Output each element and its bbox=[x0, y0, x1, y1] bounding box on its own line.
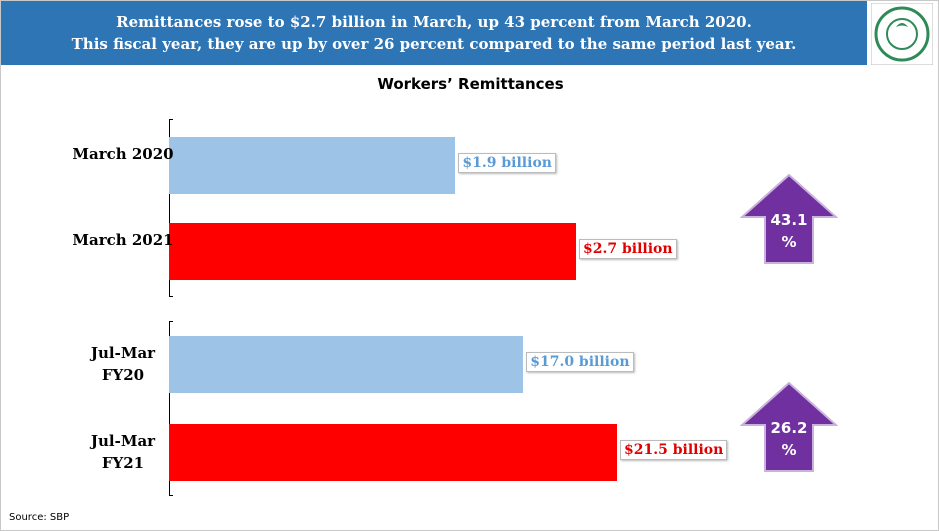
bar bbox=[169, 336, 524, 393]
value-label: $1.9 billion bbox=[458, 153, 556, 173]
annotation: 26.2 % bbox=[770, 419, 808, 459]
header-subtitle: This fiscal year, they are up by over 26… bbox=[71, 35, 797, 53]
value-label: $2.7 billion bbox=[579, 239, 677, 259]
chart-title: Workers’ Remittances bbox=[377, 75, 564, 93]
category-label: Jul-Mar FY21 bbox=[90, 432, 156, 472]
bracket bbox=[169, 321, 173, 496]
header: Remittances rose to $2.7 billion in Marc… bbox=[1, 1, 867, 65]
category-label: March 2020 bbox=[72, 145, 174, 163]
bracket bbox=[169, 119, 173, 297]
bar bbox=[169, 424, 617, 481]
annotation: 43.1 % bbox=[770, 211, 808, 251]
value-label: $17.0 billion bbox=[526, 352, 634, 372]
value-label: $21.5 billion bbox=[620, 440, 728, 460]
bar bbox=[169, 137, 456, 194]
category-label: March 2021 bbox=[72, 231, 174, 249]
arrow bbox=[740, 381, 838, 472]
header-title: Remittances rose to $2.7 billion in Marc… bbox=[116, 13, 752, 31]
bar bbox=[169, 223, 576, 280]
source: Source: SBP bbox=[9, 512, 70, 523]
arrow bbox=[740, 173, 838, 264]
logo bbox=[871, 3, 933, 65]
category-label: Jul-Mar FY20 bbox=[90, 344, 156, 384]
